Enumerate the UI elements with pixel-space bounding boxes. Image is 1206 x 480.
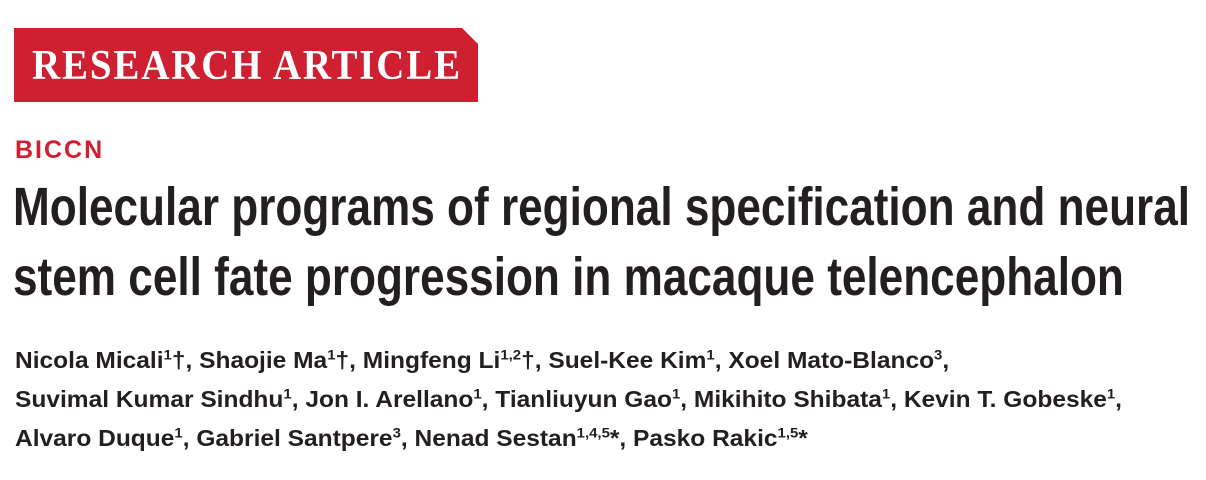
affiliation: 1,2 (500, 346, 522, 362)
author-name: Mikihito Shibata (693, 385, 882, 412)
author-mark: † (171, 346, 186, 373)
author: Shaojie Ma1†, (199, 346, 356, 373)
author-line: Suvimal Kumar Sindhu1, Jon I. Arellano1,… (15, 385, 1122, 413)
affiliation: 1 (706, 346, 715, 362)
author: Suel-Kee Kim1, (548, 346, 722, 373)
author-name: Kevin T. Gobeske (903, 385, 1107, 412)
author: Xoel Mato-Blanco3, (728, 346, 950, 373)
author-line: Alvaro Duque1, Gabriel Santpere3, Nenad … (15, 424, 808, 452)
affiliation: 1 (283, 385, 292, 401)
author: Alvaro Duque1, (15, 424, 190, 451)
author: Gabriel Santpere3, (196, 424, 408, 451)
affiliation: 1 (473, 385, 482, 401)
author-mark: * (798, 424, 808, 451)
separator: , (182, 424, 190, 451)
author-name: Nenad Sestan (414, 424, 577, 451)
affiliation: 1,4,5 (576, 424, 610, 440)
separator: , (349, 346, 356, 373)
author: Jon I. Arellano1, (305, 385, 489, 412)
author-name: Pasko Rakic (633, 424, 778, 451)
author-name: Tianliuyun Gao (495, 385, 672, 412)
author-line: Nicola Micali1†, Shaojie Ma1†, Mingfeng … (15, 346, 949, 374)
affiliation: 1 (174, 424, 183, 440)
affiliation: 1 (163, 346, 172, 362)
separator: , (1115, 385, 1122, 412)
author: Nenad Sestan1,4,5*, (414, 424, 627, 451)
title-line: Molecular programs of regional specifica… (13, 177, 1190, 237)
title-line: stem cell fate progression in macaque te… (13, 247, 1124, 307)
separator: , (534, 346, 542, 373)
affiliation: 1,5 (777, 424, 799, 440)
author: Mingfeng Li1,2†, (362, 346, 542, 373)
author-mark: † (521, 346, 535, 373)
author-name: Suel-Kee Kim (548, 346, 707, 373)
author-name: Jon I. Arellano (305, 385, 474, 412)
separator: , (942, 346, 950, 373)
author-name: Xoel Mato-Blanco (728, 346, 935, 373)
separator: , (291, 385, 299, 412)
separator: , (680, 385, 688, 412)
author-name: Suvimal Kumar Sindhu (15, 385, 284, 412)
author-name: Nicola Micali (15, 346, 164, 373)
author: Tianliuyun Gao1, (495, 385, 688, 412)
author-name: Shaojie Ma (199, 346, 328, 373)
author-name: Mingfeng Li (362, 346, 501, 373)
separator: , (714, 346, 722, 373)
affiliation: 3 (392, 424, 401, 440)
article-type: RESEARCH ARTICLE (32, 43, 462, 89)
separator: , (400, 424, 408, 451)
affiliation: 1 (1106, 385, 1116, 401)
separator: , (890, 385, 898, 412)
author-mark: * (609, 424, 620, 451)
separator: , (481, 385, 489, 412)
section-label: BICCN (15, 136, 105, 164)
author: Nicola Micali1†, (15, 346, 193, 373)
affiliation: 1 (327, 346, 336, 362)
author-name: Alvaro Duque (15, 424, 175, 451)
separator: , (185, 346, 193, 373)
author: Kevin T. Gobeske1, (903, 385, 1122, 412)
affiliation: 1 (671, 385, 681, 401)
author: Suvimal Kumar Sindhu1, (15, 385, 299, 412)
author-mark: † (335, 346, 350, 373)
author: Mikihito Shibata1, (693, 385, 898, 412)
affiliation: 1 (881, 385, 891, 401)
author: Pasko Rakic1,5* (633, 424, 808, 451)
separator: , (619, 424, 627, 451)
article-type-banner: RESEARCH ARTICLE (14, 28, 478, 102)
affiliation: 3 (934, 346, 943, 362)
author-name: Gabriel Santpere (196, 424, 393, 451)
